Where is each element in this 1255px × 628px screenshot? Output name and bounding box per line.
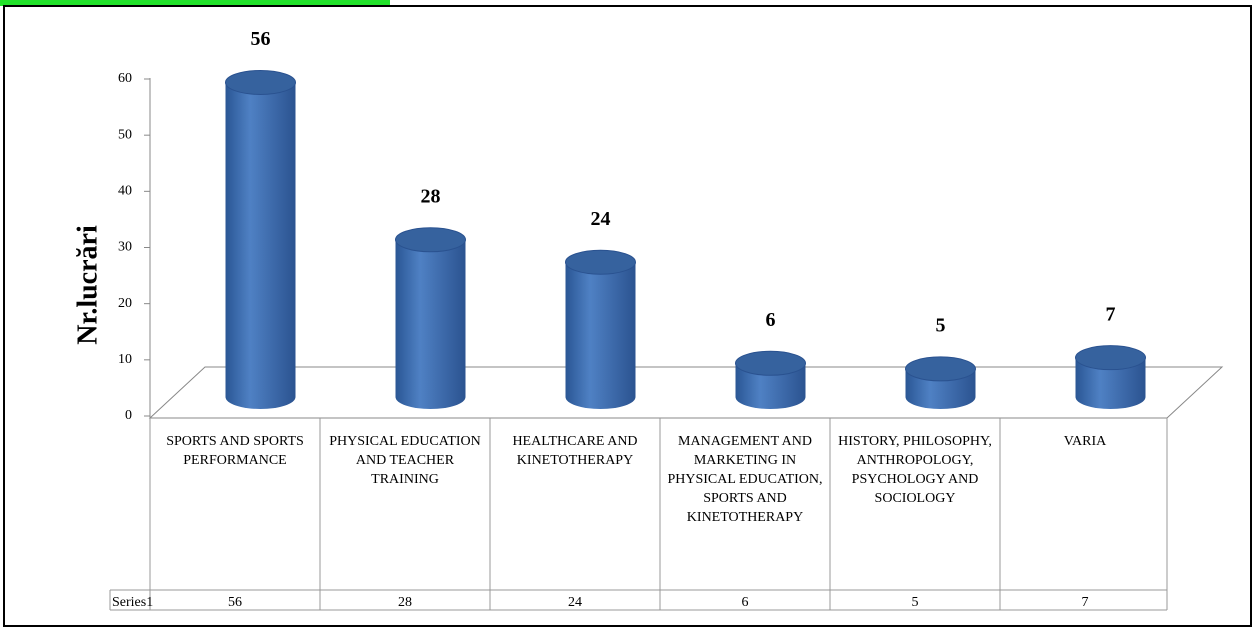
cylinder-body — [1075, 357, 1146, 410]
frame — [3, 5, 1252, 627]
cylinder-top — [565, 249, 636, 275]
data-label: 28 — [421, 185, 441, 207]
table-value: 6 — [741, 595, 749, 610]
data-label: 5 — [936, 315, 946, 337]
y-tick-label: 40 — [118, 184, 132, 199]
x-tick-label: VARIA — [1063, 434, 1107, 449]
cylinder-top — [1075, 345, 1146, 371]
x-tick-label: SPORTS AND SPORTS PERFORMANCE — [166, 434, 304, 468]
table-value: 28 — [398, 595, 412, 610]
x-tick-label: HISTORY, PHILOSOPHY, ANTHROPOLOGY, PSYCH… — [838, 434, 992, 506]
cylinder-body — [225, 82, 296, 409]
y-axis-title: Nr.lucrări — [72, 225, 103, 345]
cylinder-top — [225, 69, 296, 95]
y-tick-label: 50 — [118, 127, 132, 142]
y-tick-label: 0 — [125, 408, 132, 423]
data-label: 7 — [1106, 303, 1116, 325]
table-value: 24 — [568, 595, 582, 610]
y-tick-label: 10 — [118, 352, 132, 367]
y-tick-label: 20 — [118, 296, 132, 311]
data-label: 56 — [251, 28, 271, 50]
data-label: 24 — [591, 208, 611, 230]
cylinder-top — [735, 350, 806, 376]
table-value: 56 — [228, 595, 242, 610]
x-tick-label: MANAGEMENT AND MARKETING IN PHYSICAL EDU… — [667, 434, 823, 525]
cylinder-body — [735, 363, 806, 410]
y-tick-label: 60 — [118, 71, 132, 86]
y-tick-label: 30 — [118, 240, 132, 255]
x-tick-label: PHYSICAL EDUCATION AND TEACHER TRAINING — [329, 434, 481, 487]
x-tick-label: HEALTHCARE AND KINETOTHERAPY — [512, 434, 638, 468]
data-label: 6 — [766, 309, 776, 331]
table-value: 5 — [911, 595, 919, 610]
series-name: Series1 — [112, 595, 154, 610]
data-table-grid — [109, 418, 1168, 611]
top-strip — [0, 0, 390, 6]
cylinder-top — [905, 356, 976, 382]
cylinder-body — [395, 239, 466, 410]
floor — [148, 366, 1224, 419]
cylinder-body — [565, 262, 636, 410]
cylinder-top — [395, 227, 466, 253]
table-value: 7 — [1081, 595, 1089, 610]
